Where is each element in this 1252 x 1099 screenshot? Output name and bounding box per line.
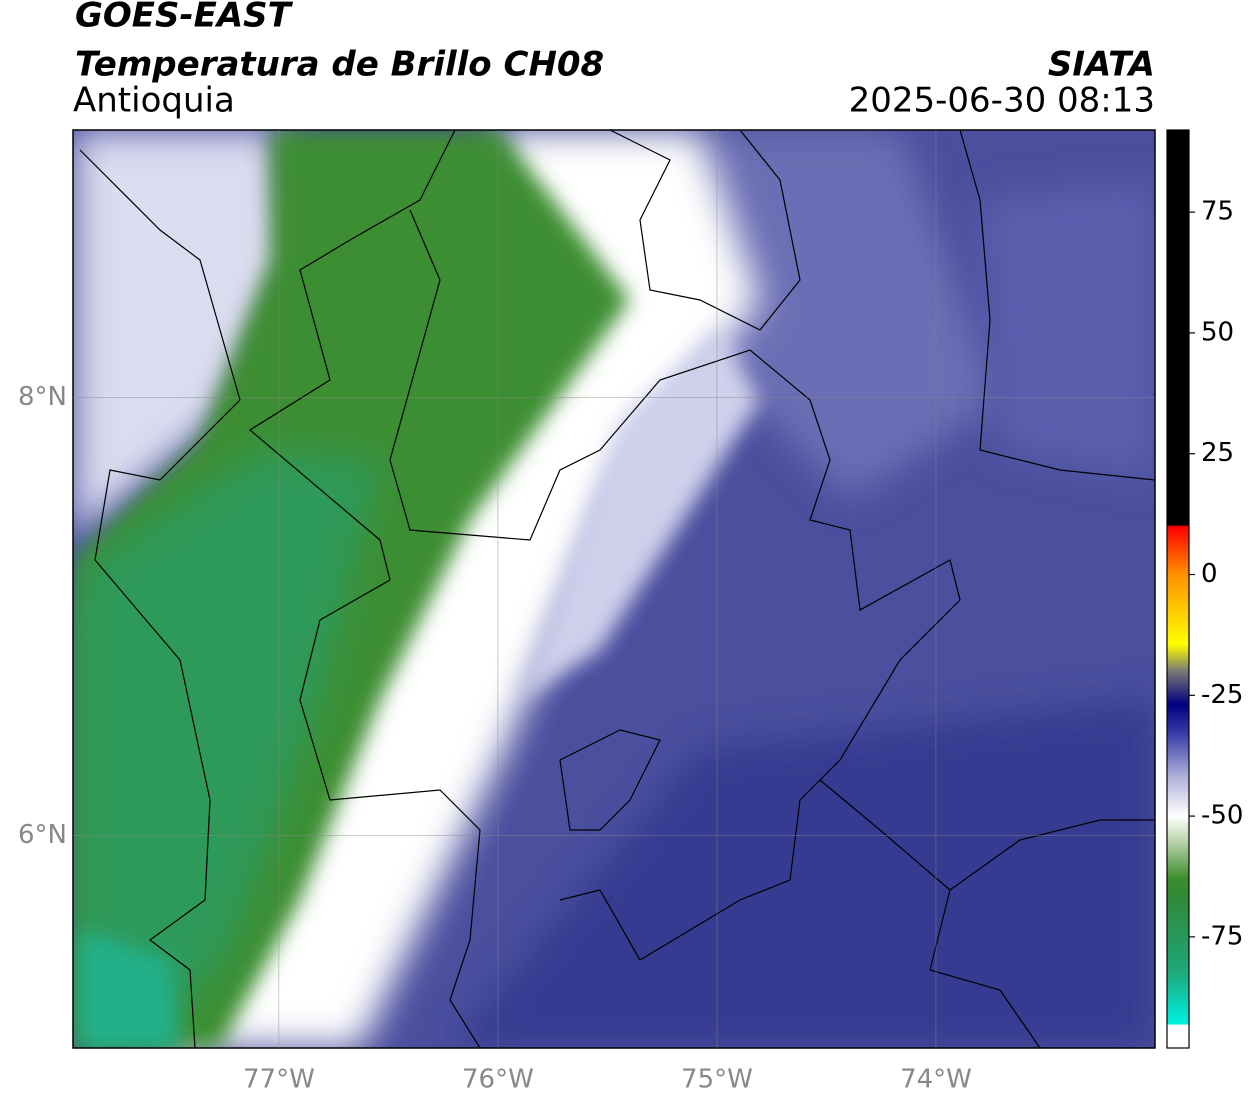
x-tick-label: 77°W (243, 1065, 315, 1095)
borders (79, 130, 1155, 1048)
y-tick-label: 8°N (18, 382, 67, 412)
colorbar-tick-label: 50 (1201, 317, 1234, 347)
title: GOES-EAST (75, 0, 294, 36)
colorbar-tick-label: -50 (1201, 801, 1243, 831)
subtitle: Temperatura de Brillo CH08 (75, 45, 604, 85)
y-tick-label: 6°N (18, 820, 67, 850)
x-tick-label: 76°W (462, 1065, 534, 1095)
colorbar-tick-label: 0 (1201, 559, 1218, 589)
x-tick-label: 74°W (900, 1065, 972, 1095)
region: Antioquia (73, 81, 235, 121)
colorbar-tick-label: -25 (1201, 680, 1243, 710)
colorbar-tick-label: 75 (1201, 197, 1234, 227)
colorbar (1166, 129, 1190, 1049)
x-tick-label: 75°W (681, 1065, 753, 1095)
colorbar-tick-label: 25 (1201, 438, 1234, 468)
axes: 77°W 76°W 75°W 74°W 8°N 6°N 75 50 25 0 -25 -50 -75 (18, 130, 1243, 1095)
source: SIATA (1048, 45, 1155, 85)
colorbar-tick-label: -75 (1201, 921, 1243, 951)
map-frame (72, 129, 1156, 1049)
satellite-image (73, 130, 1155, 1048)
datetime: 2025-06-30 08:13 (849, 81, 1155, 121)
